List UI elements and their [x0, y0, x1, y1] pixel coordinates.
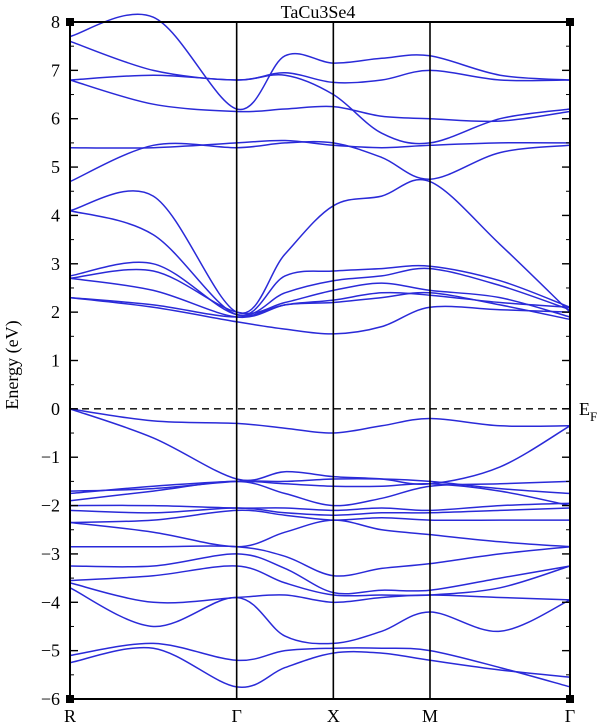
fermi-label-subscript: F	[590, 409, 597, 424]
chart-title: TaCu3Se4	[281, 2, 356, 22]
band-line-21	[69, 261, 571, 317]
corner-marker	[566, 18, 574, 26]
kpoint-label: Γ	[565, 706, 575, 726]
band-line-8	[69, 519, 571, 548]
y-tick-label: −3	[41, 544, 60, 564]
bands-group	[69, 13, 571, 688]
corner-marker	[566, 695, 574, 703]
corner-marker	[66, 695, 74, 703]
fermi-label-main: E	[579, 399, 590, 419]
y-tick-label: 5	[51, 157, 60, 177]
y-tick-label: 1	[51, 351, 60, 371]
band-line-16	[69, 408, 571, 434]
kpoint-label: R	[64, 706, 76, 726]
band-line-5	[69, 565, 571, 597]
y-tick-label: 6	[51, 109, 60, 129]
y-tick-label: −2	[41, 496, 60, 516]
fermi-level-label: EF	[579, 399, 597, 424]
y-tick-label: 2	[51, 302, 60, 322]
y-tick-label: 0	[51, 399, 60, 419]
band-line-13	[69, 480, 571, 507]
band-line-7	[70, 545, 571, 577]
y-tick-label: 8	[51, 12, 60, 32]
y-tick-label: 3	[51, 254, 60, 274]
y-axis-label: Energy (eV)	[2, 320, 23, 409]
band-line-6	[69, 553, 571, 595]
kpoint-label: X	[327, 706, 340, 726]
kpoint-label: Γ	[231, 706, 241, 726]
y-tick-label: −6	[41, 689, 60, 709]
svg-text:EF: EF	[579, 399, 597, 424]
band-line-3	[69, 587, 571, 645]
band-line-28	[69, 40, 571, 84]
y-tick-label: −5	[41, 641, 60, 661]
band-line-22	[69, 209, 571, 317]
band-line-29	[69, 13, 571, 111]
band-line-10	[69, 507, 571, 516]
band-line-27	[69, 73, 571, 145]
band-line-26	[69, 79, 571, 123]
band-line-2	[69, 642, 571, 688]
y-tick-label: −1	[41, 447, 60, 467]
y-tick-label: −4	[41, 592, 60, 612]
y-tick-label: 4	[51, 205, 60, 225]
y-tick-label: 7	[51, 60, 60, 80]
axes-group: −6 −5 −4 −3 −2 −1 0 1 2 3 4 5 6 7 8 R Γ X M Γ	[41, 12, 575, 726]
band-line-23	[69, 178, 571, 315]
band-line-1	[69, 646, 571, 688]
kpoint-label: M	[422, 706, 438, 726]
corner-marker	[66, 18, 74, 26]
